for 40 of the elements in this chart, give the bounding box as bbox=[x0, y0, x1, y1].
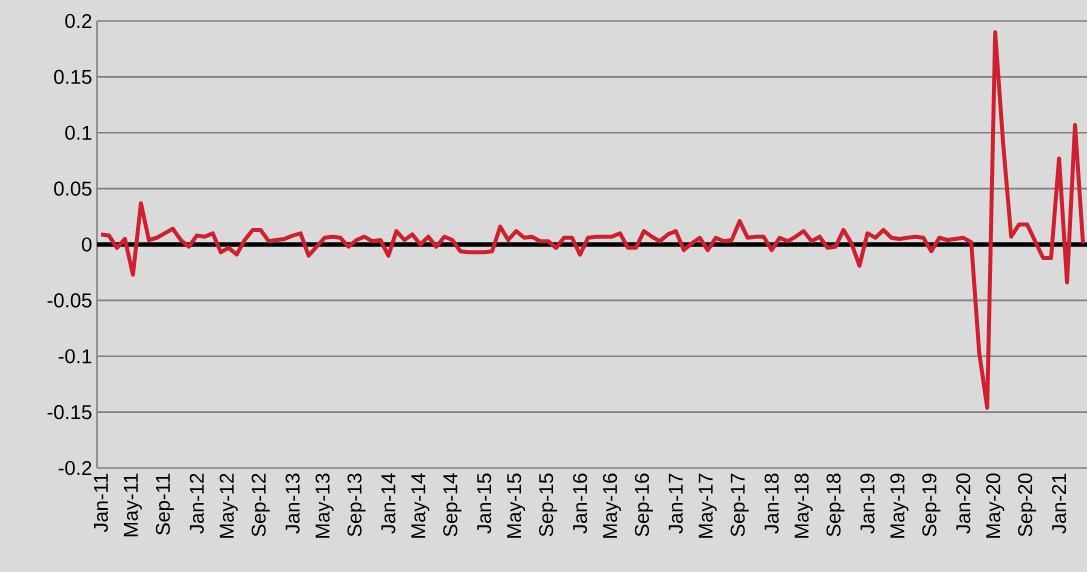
y-tick-label: 0 bbox=[81, 237, 92, 252]
x-tick-label: Jan-19 bbox=[860, 473, 875, 534]
y-tick-label: 0.05 bbox=[54, 181, 92, 196]
x-tick-label: Jan-14 bbox=[381, 473, 396, 534]
x-tick-label: Sep-17 bbox=[730, 473, 749, 537]
x-tick-label: Sep-12 bbox=[251, 473, 270, 537]
y-tick-label: -0.2 bbox=[58, 460, 92, 476]
x-tick-label: May-18 bbox=[794, 473, 813, 538]
x-tick-label: Sep-20 bbox=[1018, 473, 1037, 537]
x-tick-label: Jan-21 bbox=[1051, 473, 1067, 534]
y-tick-label: -0.15 bbox=[47, 405, 92, 420]
y-tick-label: 0.2 bbox=[65, 13, 92, 29]
x-tick-label: May-13 bbox=[315, 473, 334, 538]
x-tick-label: Sep-13 bbox=[347, 473, 366, 537]
x-tick-label: Sep-19 bbox=[922, 473, 941, 537]
x-tick-label: Jan-18 bbox=[764, 473, 779, 534]
x-tick-label: Sep-16 bbox=[634, 473, 653, 537]
x-tick-label: May-20 bbox=[986, 473, 1005, 538]
x-tick-label: Jan-11 bbox=[94, 473, 108, 533]
x-tick-label: Jan-13 bbox=[285, 473, 300, 534]
y-tick-label: -0.05 bbox=[47, 293, 92, 308]
x-tick-label: May-15 bbox=[507, 473, 526, 538]
x-tick-label: Jan-16 bbox=[572, 473, 588, 534]
x-tick-label: Sep-18 bbox=[826, 473, 845, 537]
y-tick-label: 0.1 bbox=[65, 125, 92, 140]
x-tick-label: Jan-12 bbox=[189, 473, 204, 534]
x-tick-label: May-14 bbox=[411, 473, 430, 538]
x-tick-label: May-19 bbox=[890, 473, 909, 538]
x-tick-label: Jan-15 bbox=[477, 473, 492, 534]
x-tick-label: Jan-17 bbox=[668, 473, 683, 534]
x-tick-label: Sep-15 bbox=[539, 473, 558, 537]
x-tick-label: Sep-11 bbox=[155, 473, 174, 535]
x-tick-label: May-16 bbox=[602, 473, 622, 538]
y-tick-label: 0.15 bbox=[54, 69, 92, 84]
x-tick-label: Sep-14 bbox=[443, 473, 462, 537]
x-tick-label: Jan-20 bbox=[956, 473, 971, 534]
x-tick-label: May-11 bbox=[123, 473, 142, 537]
y-tick-label: -0.1 bbox=[58, 349, 92, 364]
x-tick-label: May-12 bbox=[219, 473, 238, 538]
x-tick-label: May-17 bbox=[698, 473, 717, 538]
